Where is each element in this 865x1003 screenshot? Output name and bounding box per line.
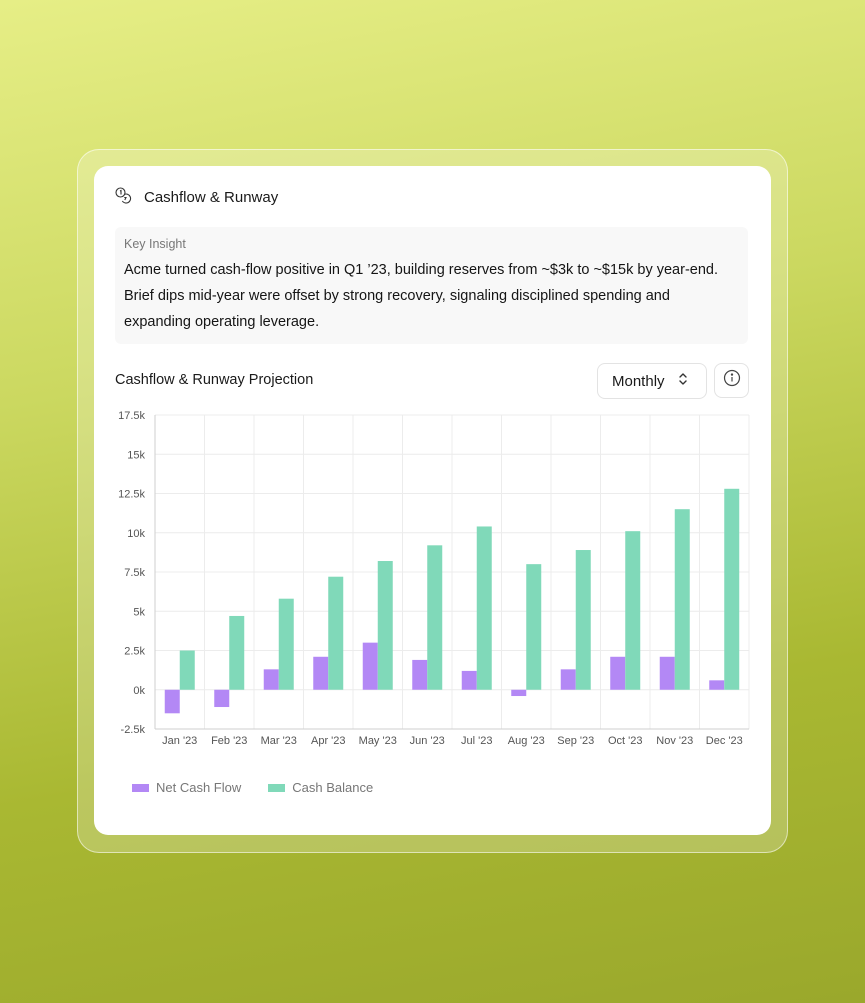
legend-label: Cash Balance [292,780,374,795]
net-cash-flow-bar[interactable] [610,656,626,690]
x-tick-label: May '23 [359,735,397,747]
key-insight-text: Acme turned cash-flow positive in Q1 ’23… [124,262,718,330]
info-button[interactable] [714,363,749,398]
net-cash-flow-bar[interactable] [313,656,329,690]
y-tick-label: 17.5k [118,410,145,422]
cash-balance-bar[interactable] [427,545,443,690]
y-tick-label: 15k [127,449,145,461]
cash-balance-bar[interactable] [526,564,542,690]
cash-balance-bar[interactable] [575,550,591,690]
cash-balance-swatch [268,783,286,792]
x-tick-label: Jul '23 [461,735,492,747]
net-cash-flow-bar[interactable] [511,689,527,697]
cash-balance-bar[interactable] [229,615,245,690]
info-icon [723,369,741,392]
x-tick-label: Jan '23 [162,735,197,747]
y-tick-label: 0k [133,685,145,697]
net-cash-flow-bar[interactable] [362,642,378,690]
cash-balance-bar[interactable] [625,531,641,690]
y-tick-label: 7.5k [124,567,145,579]
legend-item-cash-balance[interactable]: Cash Balance [268,780,373,795]
x-tick-label: Aug '23 [508,735,545,747]
net-cash-flow-bar[interactable] [560,669,576,690]
cash-balance-bar[interactable] [278,598,294,690]
key-insight-box: Key Insight Acme turned cash-flow positi… [115,227,748,344]
x-tick-label: Dec '23 [706,735,743,747]
x-tick-label: Oct '23 [608,735,643,747]
net-cash-flow-swatch [132,783,149,792]
period-select[interactable]: Monthly [597,363,707,399]
x-tick-label: Jun '23 [410,735,445,747]
x-tick-label: Nov '23 [656,735,693,747]
y-tick-label: 12.5k [118,489,145,501]
x-tick-label: Mar '23 [261,735,297,747]
cash-balance-bar[interactable] [674,509,690,690]
chart-title: Cashflow & Runway Projection [115,372,314,388]
cash-balance-bar[interactable] [179,650,195,690]
chevron-up-down-icon [677,372,689,390]
key-insight-label: Key Insight [124,237,186,251]
net-cash-flow-bar[interactable] [659,656,675,690]
net-cash-flow-bar[interactable] [214,689,230,708]
cash-balance-bar[interactable] [724,488,740,690]
chart-legend: Net Cash Flow Cash Balance [132,780,373,795]
card-title: Cashflow & Runway [144,189,279,206]
period-select-value: Monthly [612,372,665,390]
x-tick-label: Sep '23 [557,735,594,747]
legend-item-net-cash-flow[interactable]: Net Cash Flow [132,780,241,795]
bar-chart: -2.5k 0k 2.5k 5k 7.5k 10k 12.5k 15k 17.5k Jan '23… [118,410,750,747]
coins-icon [114,186,132,209]
net-cash-flow-bar[interactable] [709,680,725,690]
x-tick-label: Apr '23 [311,735,346,747]
net-cash-flow-bar[interactable] [461,670,477,690]
y-tick-label: -2.5k [121,724,146,736]
cashflow-card: Cashflow & Runway Key Insight Acme turne… [94,166,771,835]
net-cash-flow-bar[interactable] [412,659,428,690]
x-tick-label: Feb '23 [211,735,247,747]
card-header: Cashflow & Runway [114,186,278,209]
legend-label: Net Cash Flow [156,780,242,795]
y-tick-label: 5k [133,606,145,618]
cash-balance-bar[interactable] [377,561,393,690]
net-cash-flow-bar[interactable] [164,689,180,714]
cash-balance-bar[interactable] [328,576,344,690]
y-tick-label: 2.5k [124,646,145,658]
net-cash-flow-bar[interactable] [263,669,279,690]
y-tick-label: 10k [127,528,145,540]
cash-balance-bar[interactable] [476,526,492,690]
